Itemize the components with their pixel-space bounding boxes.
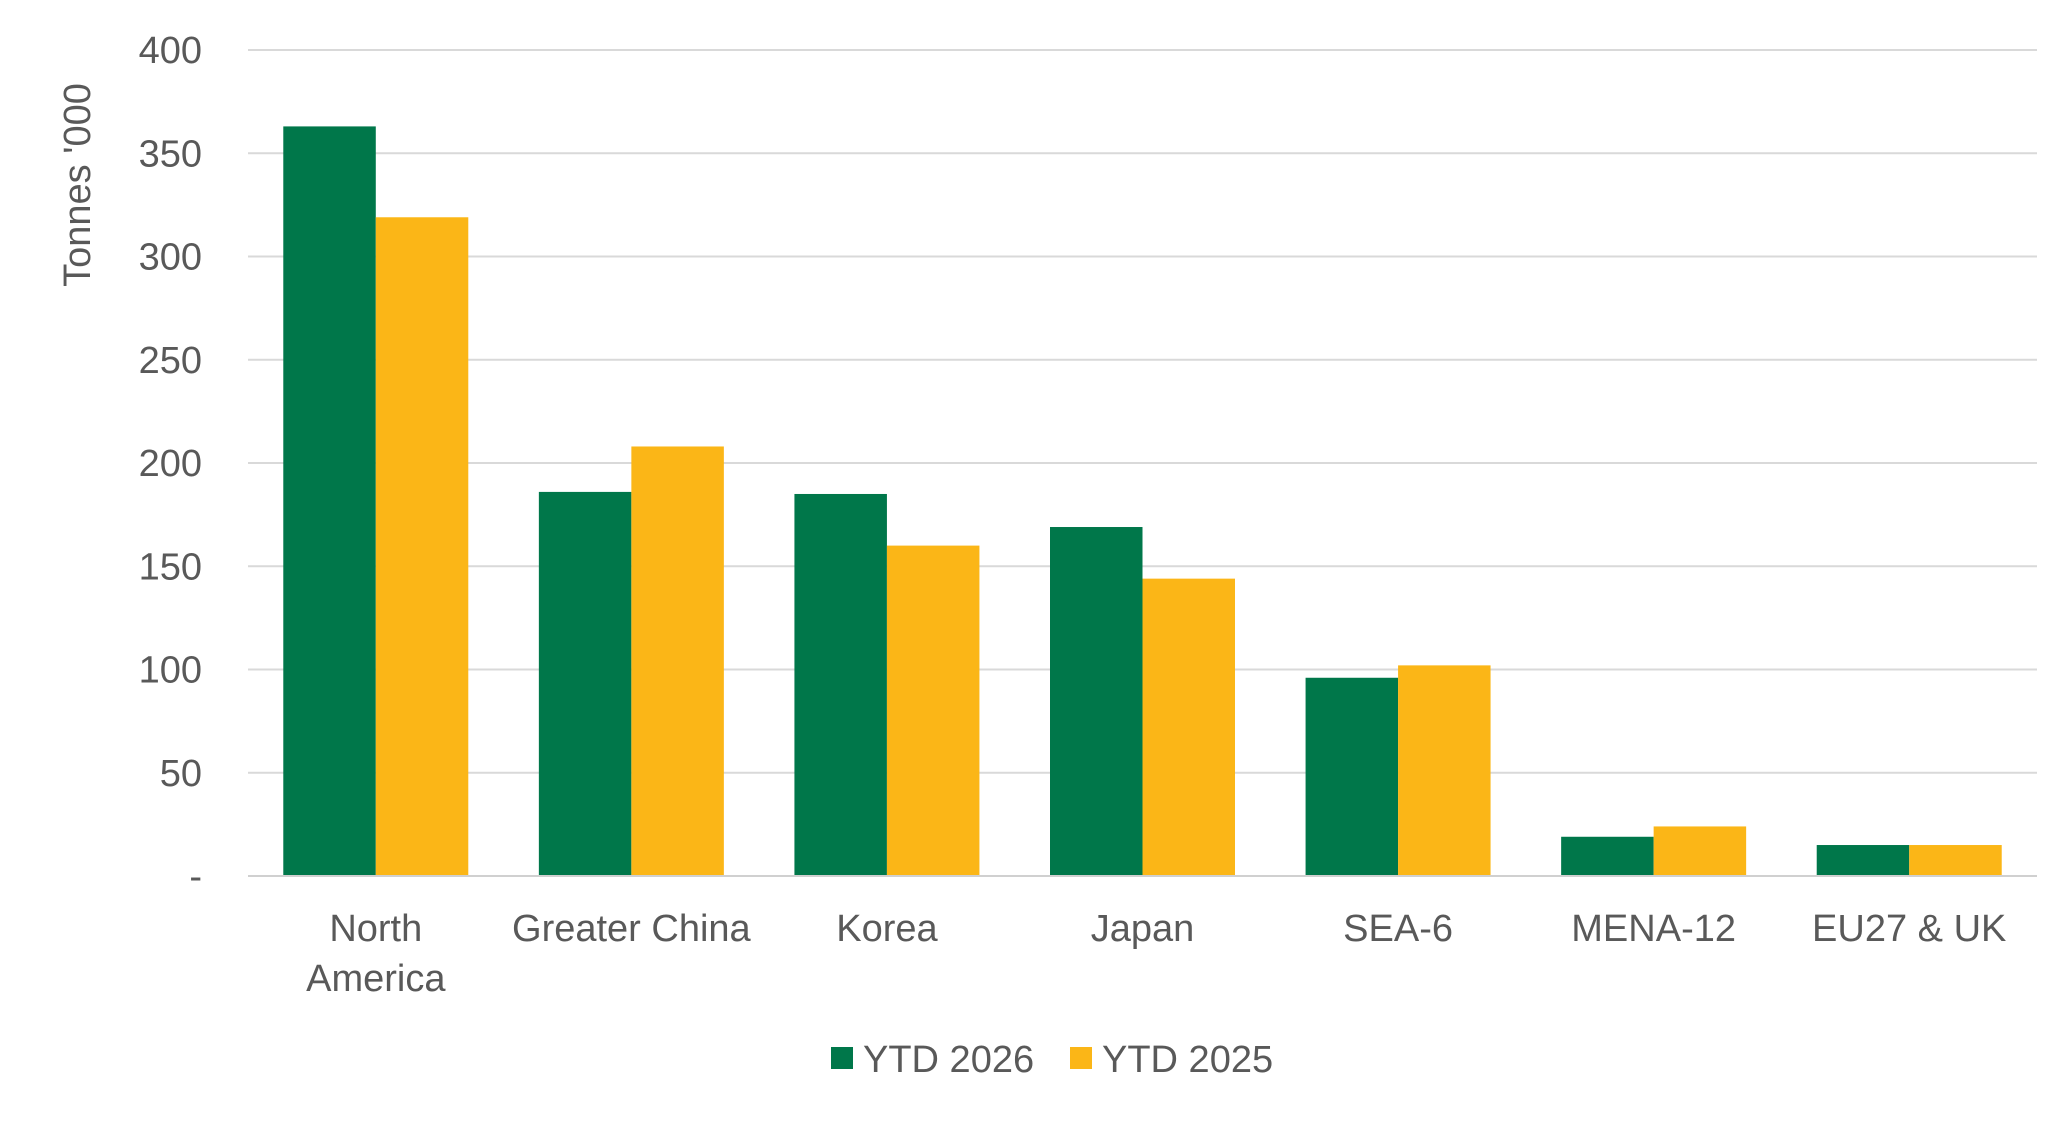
- y-tick-label: 150: [139, 546, 202, 588]
- legend-label: YTD 2025: [1102, 1039, 1273, 1081]
- legend-swatch: [1070, 1047, 1092, 1069]
- bar-ytd-2025: [375, 217, 469, 876]
- y-tick-label: 200: [139, 443, 202, 485]
- bar-ytd-2025: [1142, 578, 1235, 876]
- x-axis-ticks: North America Greater China Korea Japan SEA-6…: [306, 908, 2006, 1000]
- legend-label: YTD 2026: [863, 1039, 1034, 1081]
- x-tick-label: America: [306, 958, 446, 1000]
- bars: [283, 126, 2002, 876]
- bar-ytd-2025: [631, 446, 724, 876]
- bar-ytd-2026: [794, 493, 887, 876]
- y-axis-ticks: - 50 100 150 200 250 300 350 400: [139, 30, 202, 898]
- y-tick-label: -: [189, 856, 202, 898]
- bar-ytd-2026: [1305, 677, 1399, 876]
- x-tick-label: EU27 & UK: [1812, 908, 2006, 950]
- legend: YTD 2026 YTD 2025: [831, 1039, 1273, 1081]
- bar-ytd-2025: [1398, 665, 1491, 876]
- x-tick-label: SEA-6: [1343, 908, 1453, 950]
- x-tick-label: MENA-12: [1571, 908, 1736, 950]
- bar-ytd-2026: [1561, 836, 1654, 876]
- y-axis-title: Tonnes '000: [57, 83, 99, 287]
- bar-ytd-2026: [1050, 527, 1143, 876]
- bar-ytd-2026: [283, 126, 376, 876]
- y-tick-label: 350: [139, 133, 202, 175]
- x-tick-label: Greater China: [512, 908, 752, 950]
- bar-ytd-2025: [1653, 826, 1747, 876]
- y-tick-label: 50: [160, 753, 202, 795]
- x-tick-label: Korea: [836, 908, 938, 950]
- legend-swatch: [831, 1047, 853, 1069]
- y-tick-label: 250: [139, 340, 202, 382]
- y-tick-label: 300: [139, 237, 202, 279]
- y-tick-label: 400: [139, 30, 202, 72]
- bar-ytd-2025: [1909, 845, 2002, 876]
- y-tick-label: 100: [139, 650, 202, 692]
- bar-ytd-2025: [886, 545, 980, 876]
- bar-ytd-2026: [1816, 845, 1910, 876]
- bar-ytd-2026: [538, 491, 632, 876]
- x-tick-label: North: [329, 908, 422, 950]
- x-tick-label: Japan: [1091, 908, 1195, 950]
